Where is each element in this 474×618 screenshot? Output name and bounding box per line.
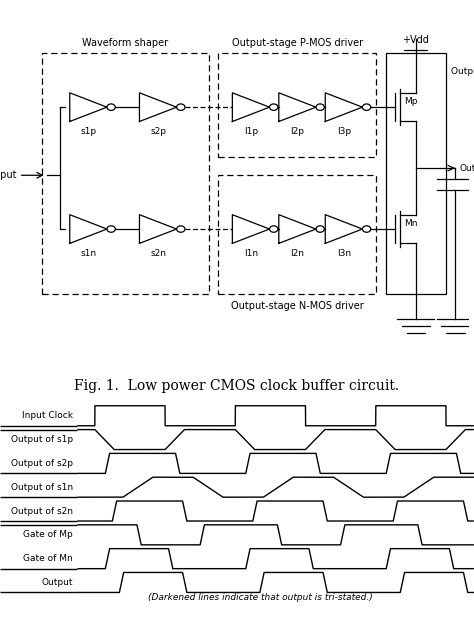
Text: s2p: s2p [150,127,166,136]
Text: Output of s2p: Output of s2p [11,459,73,468]
Text: +Vdd: +Vdd [402,35,429,46]
Text: s1n: s1n [80,248,96,258]
Text: s2n: s2n [150,248,166,258]
Text: Output-stage P-MOS driver: Output-stage P-MOS driver [232,38,363,48]
Text: Gate of Mp: Gate of Mp [23,530,73,540]
Text: Mp: Mp [404,97,418,106]
Text: Waveform shaper: Waveform shaper [82,38,169,48]
Bar [386,53,446,294]
Text: (Darkened lines indicate that output is tri-stated.): (Darkened lines indicate that output is … [148,593,373,601]
Text: Gate of Mn: Gate of Mn [23,554,73,563]
Text: Input Clock: Input Clock [22,411,73,420]
Text: Output-stage N-MOS driver: Output-stage N-MOS driver [231,301,364,311]
Text: l3n: l3n [337,248,351,258]
Bar [42,53,209,294]
Text: l1p: l1p [244,127,258,136]
Text: l3p: l3p [337,127,351,136]
Bar [219,53,376,158]
Text: Output of s1p: Output of s1p [11,435,73,444]
Text: Fig. 1.  Low power CMOS clock buffer circuit.: Fig. 1. Low power CMOS clock buffer circ… [74,379,400,393]
Bar [219,176,376,294]
Text: Mn: Mn [404,219,418,228]
Text: Output: Output [42,578,73,587]
Text: Output of s1n: Output of s1n [11,483,73,492]
Text: Output: Output [460,164,474,172]
Text: l1n: l1n [244,248,258,258]
Text: Output Inverter: Output Inverter [451,67,474,76]
Text: Input: Input [0,171,16,180]
Text: s1p: s1p [80,127,96,136]
Text: l2n: l2n [291,248,304,258]
Text: l2p: l2p [291,127,304,136]
Text: Output of s2n: Output of s2n [11,507,73,515]
